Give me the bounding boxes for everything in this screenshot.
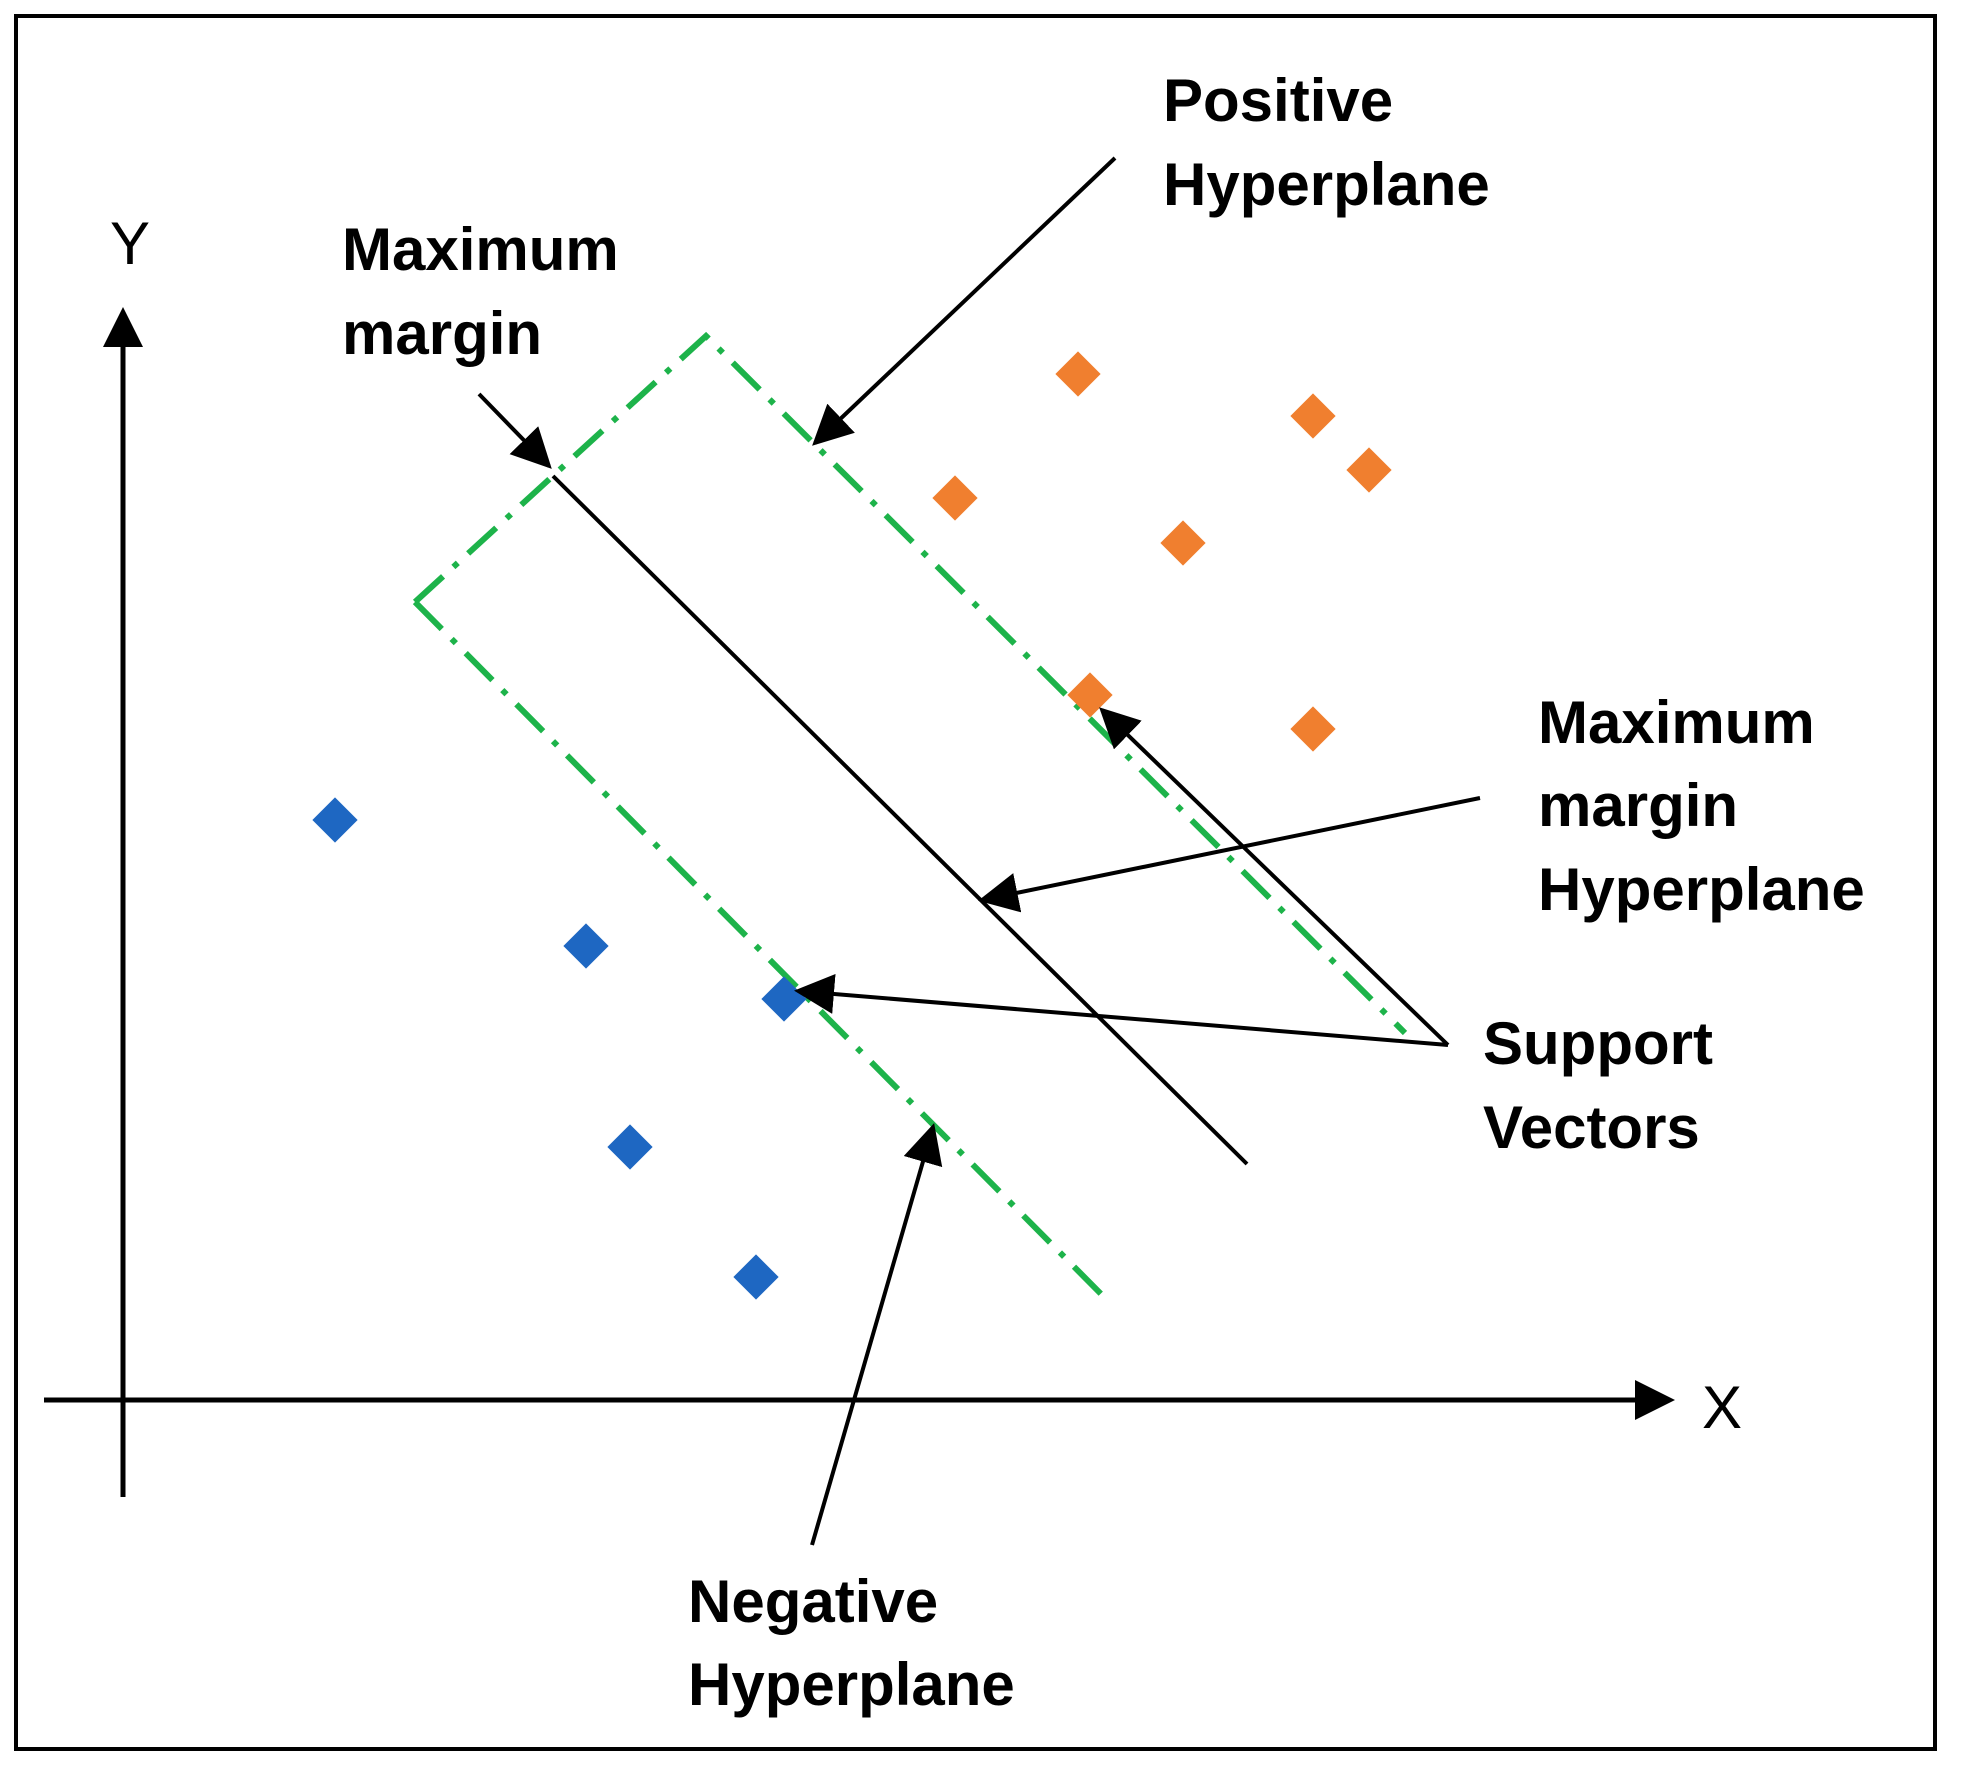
negative-point [733, 1254, 779, 1300]
arrow-maximum-margin-hyperplane [978, 796, 1481, 913]
negative-class-points [312, 797, 807, 1300]
arrow-positive-hyperplane [812, 156, 1117, 446]
maximum-margin-hyperplane-line [551, 474, 1249, 1166]
negative-point [563, 923, 609, 969]
support-vectors-label: Support Vectors [1483, 1010, 1730, 1161]
margin-boundary-positive [412, 331, 1408, 1036]
positive-class-points [932, 351, 1392, 752]
diagram-frame [14, 14, 1937, 1751]
arrow-negative-hyperplane [810, 1123, 943, 1546]
negative-hyperplane-label: Negative Hyperplane [688, 1568, 1015, 1718]
positive-point [1346, 447, 1392, 493]
positive-point [1290, 393, 1336, 439]
positive-support-vector [1067, 672, 1113, 718]
positive-point [1290, 706, 1336, 752]
arrow-maximum-margin [477, 392, 552, 469]
negative-hyperplane-line [412, 599, 1113, 1306]
positive-point [932, 475, 978, 521]
positive-point [1055, 351, 1101, 397]
x-axis-label: X [1702, 1374, 1742, 1441]
maximum-margin-label: Maximum margin [342, 216, 635, 367]
arrow-support-vector-negative [794, 974, 1449, 1047]
positive-hyperplane-label: Positive Hyperplane [1163, 67, 1490, 218]
negative-support-vector [761, 976, 807, 1022]
y-axis-label: Y [110, 210, 150, 277]
negative-point [607, 1124, 653, 1170]
arrow-support-vector-positive [1099, 707, 1450, 1047]
maximum-margin-hyperplane-label: Maximum margin Hyperplane [1538, 689, 1865, 923]
negative-point [312, 797, 358, 843]
positive-point [1160, 520, 1206, 566]
